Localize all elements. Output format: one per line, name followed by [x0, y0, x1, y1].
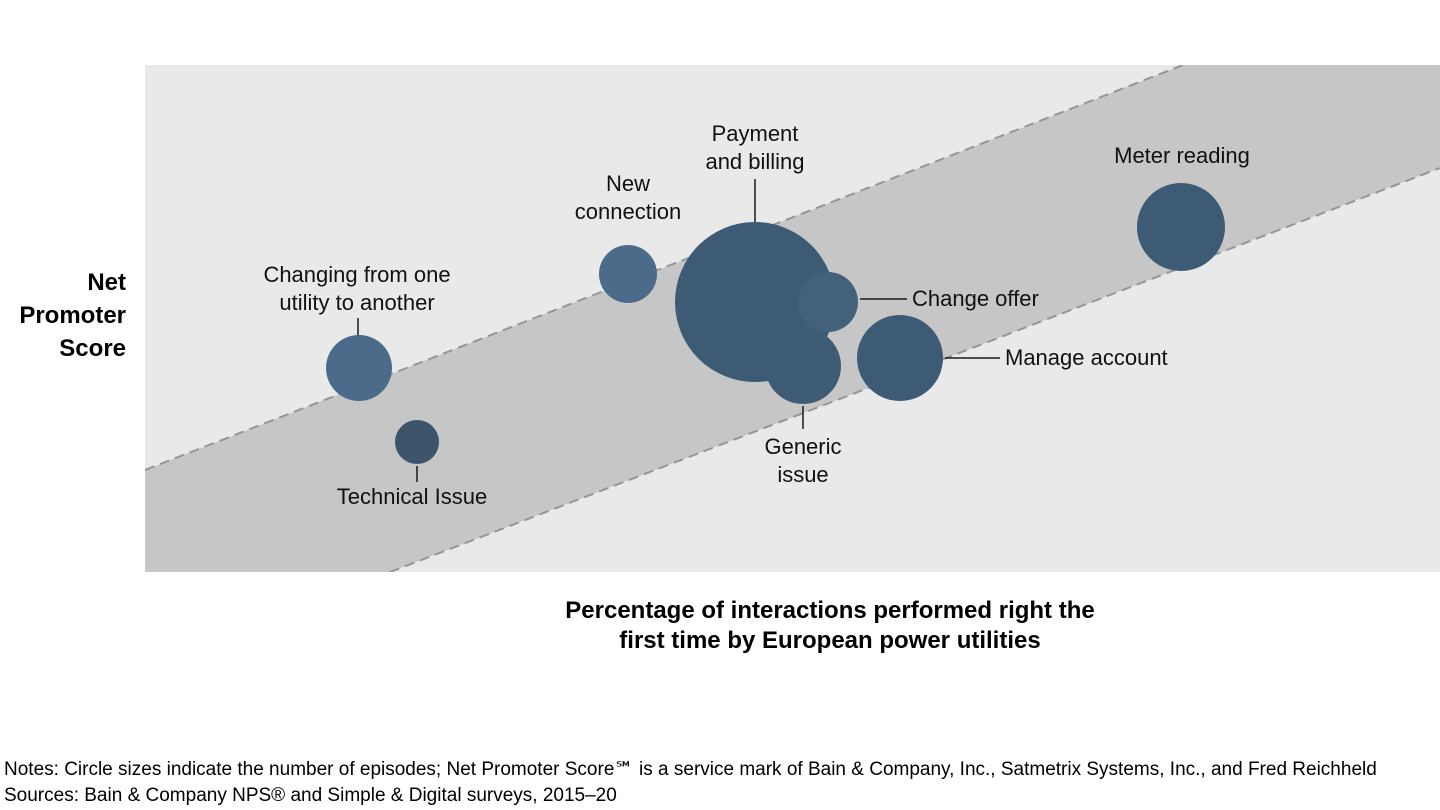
bubble-label-new-connection: New connection [574, 171, 682, 224]
bubble-manage-account [857, 315, 943, 401]
bubble-change-offer [798, 272, 858, 332]
footnote-sources: Sources: Bain & Company NPS® and Simple … [4, 785, 617, 806]
bubble-label-manage-account: Manage account [1005, 345, 1168, 370]
bubble-label-technical-issue: Technical Issue [336, 484, 488, 509]
bubble-label-layer: Changing from one utility to another Tech… [145, 65, 1440, 572]
bubble-label-change-offer: Change offer [912, 286, 1039, 311]
bubble-generic-issue [765, 328, 841, 404]
bubble-label-changing-utility: Changing from one utility to another [263, 262, 451, 315]
bubble-technical-issue [395, 420, 439, 464]
bubble-label-meter-reading: Meter reading [1114, 143, 1250, 168]
bubble-label-payment-and-billing: Payment and billing [705, 121, 805, 174]
x-axis-label: Percentage of interactions performed rig… [565, 597, 1095, 654]
bubble-chart-svg [145, 65, 1440, 572]
plot-area: Changing from one utility to another Tech… [145, 65, 1440, 572]
bubble-label-generic-issue: Generic issue [764, 434, 842, 487]
trend-band-top-edge [145, 65, 1184, 471]
bubble-changing-utility [326, 335, 392, 401]
footnote-notes: Notes: Circle sizes indicate the number … [4, 759, 1377, 780]
bubble-new-connection [599, 245, 657, 303]
y-axis-label: Net Promoter Score [19, 269, 126, 362]
bubble-meter-reading [1137, 183, 1225, 271]
